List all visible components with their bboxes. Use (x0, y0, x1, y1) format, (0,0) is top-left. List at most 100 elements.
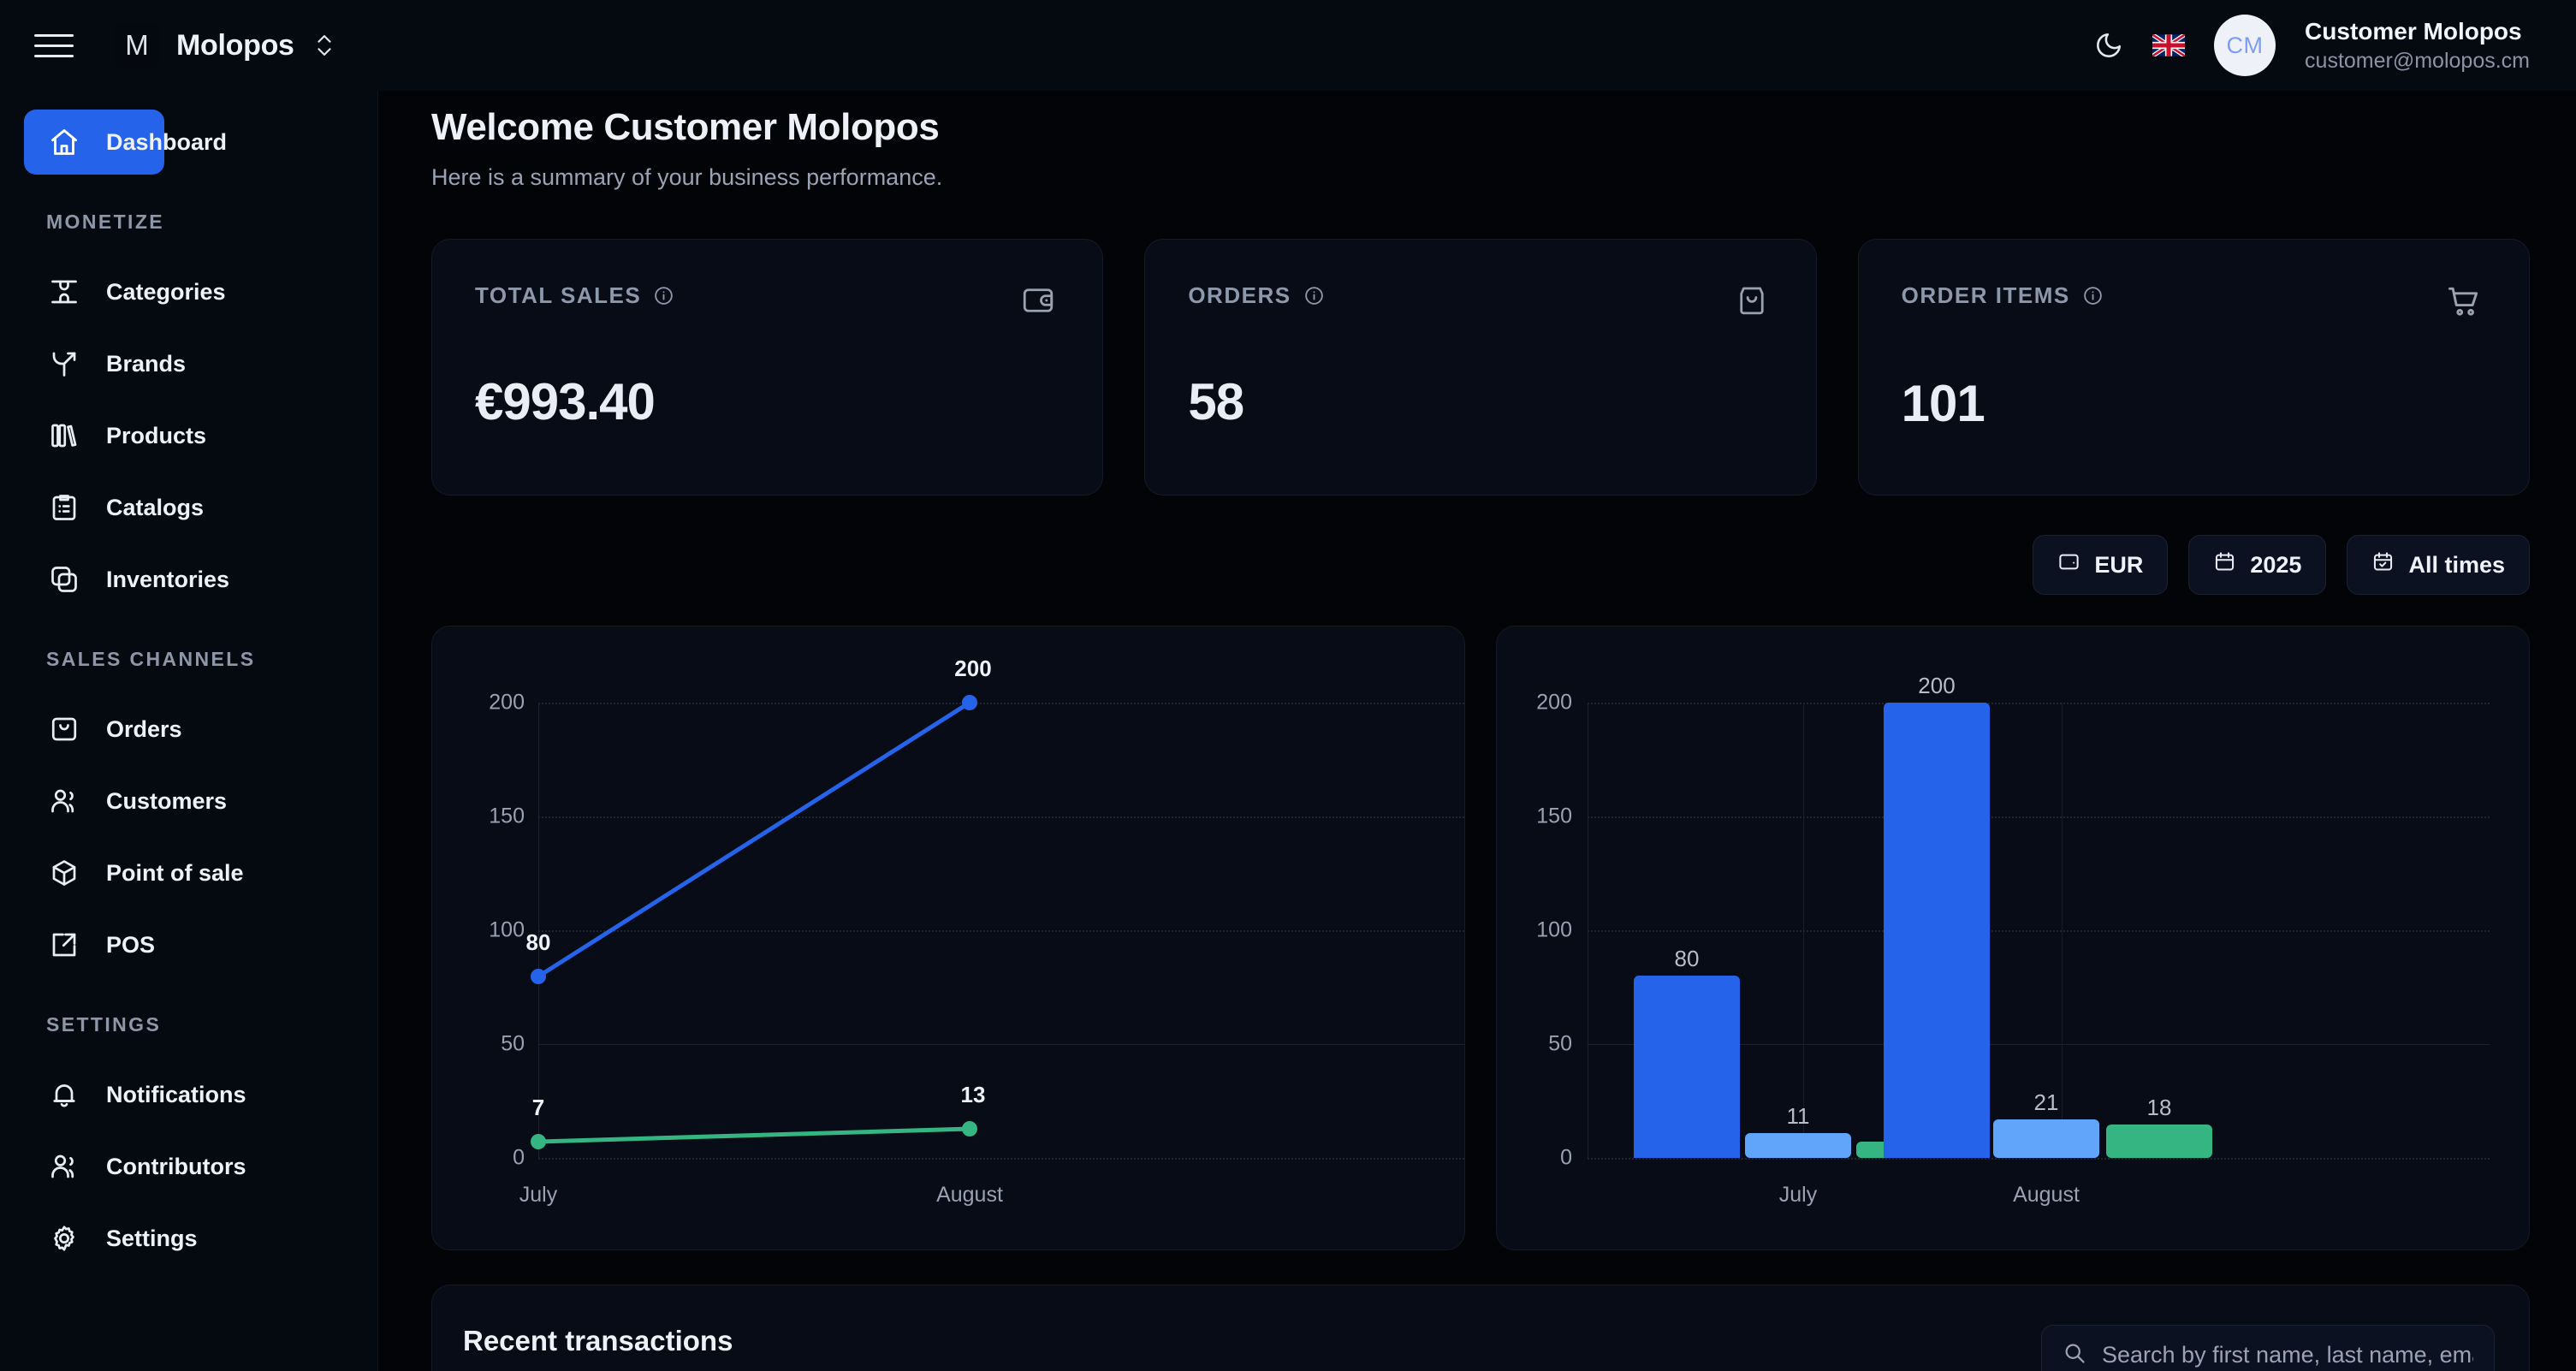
info-icon[interactable] (2082, 285, 2104, 306)
sidebar-item-dashboard[interactable]: Dashboard (24, 110, 227, 175)
currency-filter-button[interactable]: EUR (2033, 535, 2169, 595)
top-bar: M Molopos C (0, 0, 2576, 91)
sidebar-item-brands[interactable]: Brands (24, 331, 294, 396)
gridline (1588, 1044, 2490, 1045)
data-point[interactable] (962, 695, 977, 710)
uk-flag-icon[interactable] (2152, 34, 2186, 56)
stat-label: TOTAL SALES (475, 282, 642, 308)
sidebar-item-label: Customers (106, 787, 228, 814)
git-branch-icon (46, 346, 82, 382)
stat-label-group: TOTAL SALES (475, 282, 674, 309)
bar[interactable] (2106, 1125, 2212, 1158)
sidebar-group-sales-channels: Orders Customers (0, 697, 378, 977)
data-point[interactable] (531, 1134, 546, 1149)
sidebar-item-catalogs[interactable]: Catalogs (24, 475, 294, 540)
line-chart-card[interactable]: 200 150 100 50 0 (431, 626, 1465, 1250)
brand-initial: M (115, 23, 159, 68)
period-filter-label: All times (2408, 551, 2505, 578)
hamburger-icon[interactable] (34, 29, 74, 62)
x-tick: July (1778, 1183, 1818, 1207)
bar-chart-card[interactable]: 200 150 100 50 0 (1496, 626, 2530, 1250)
stat-card-header: ORDER ITEMS (1902, 282, 2483, 324)
period-filter-button[interactable]: All times (2347, 535, 2530, 595)
bell-icon (46, 1077, 82, 1113)
stat-value: €993.40 (475, 373, 656, 430)
shopping-bag-icon (1734, 282, 1770, 323)
sidebar-item-label: Orders (106, 715, 182, 742)
stat-label-group: ORDERS (1188, 282, 1324, 309)
users-icon (46, 783, 82, 819)
stat-cards: TOTAL SALES (431, 239, 2530, 496)
sidebar-item-label: Notifications (106, 1081, 246, 1107)
gear-icon (46, 1220, 82, 1256)
data-label: 7 (531, 1095, 545, 1120)
search-input[interactable] (2102, 1341, 2473, 1368)
data-point[interactable] (962, 1121, 977, 1137)
x-tick: August (2013, 1183, 2080, 1207)
sidebar-section-monetize: MONETIZE (46, 211, 165, 233)
bar-chart-plot: 200 150 100 50 0 (1497, 626, 2529, 1249)
y-tick: 100 (1536, 917, 1572, 942)
gridline (1588, 930, 2490, 932)
sidebar-item-label: POS (106, 931, 156, 958)
y-tick: 200 (1536, 690, 1572, 715)
stat-card-header: ORDERS (1188, 282, 1769, 323)
bar[interactable] (1634, 976, 1740, 1158)
gridline (538, 703, 1464, 704)
info-icon[interactable] (653, 285, 674, 306)
search-box[interactable] (2041, 1325, 2495, 1371)
bar[interactable] (1993, 1119, 2099, 1158)
copy-squares-icon (46, 561, 82, 597)
currency-filter-label: EUR (2094, 551, 2144, 578)
hamburger-line (34, 33, 74, 37)
body-row: Dashboard MONETIZE Categories (0, 91, 2576, 1371)
y-tick: 200 (489, 690, 525, 715)
gridline (538, 1044, 1464, 1045)
stat-card-orders: ORDERS (1144, 239, 1817, 496)
y-tick: 0 (513, 1145, 525, 1170)
stat-card-header: TOTAL SALES (475, 282, 1056, 323)
gridline-vertical (2062, 703, 2063, 1158)
main-content: Welcome Customer Molopos Here is a summa… (378, 91, 2576, 1371)
sidebar-item-products[interactable]: Products (24, 403, 294, 468)
sidebar-item-pos[interactable]: POS (24, 912, 294, 977)
bar[interactable] (1745, 1133, 1851, 1158)
sidebar-item-categories[interactable]: Categories (24, 259, 294, 324)
gridline (1588, 703, 2490, 704)
sidebar-item-contributors[interactable]: Contributors (24, 1134, 294, 1199)
sidebar-item-inventories[interactable]: Inventories (24, 547, 294, 612)
sidebar-section-settings: SETTINGS (46, 1013, 162, 1036)
sidebar-item-customers[interactable]: Customers (24, 769, 294, 834)
stat-value: 58 (1188, 373, 1244, 430)
topbar-actions: CM Customer Molopos customer@molopos.cm (2094, 15, 2530, 76)
brand-name: Molopos (176, 28, 294, 62)
sidebar-item-label: Inventories (106, 566, 230, 592)
bar-label: 80 (1674, 946, 1700, 971)
categories-icon (46, 274, 82, 310)
chevron-up-down-icon[interactable] (313, 31, 335, 60)
moon-icon[interactable] (2094, 31, 2123, 60)
shopping-bag-icon (46, 711, 82, 747)
sidebar-item-label: Categories (106, 278, 226, 305)
data-label: 13 (960, 1082, 986, 1107)
sidebar-item-label: Settings (106, 1225, 198, 1251)
user-info[interactable]: Customer Molopos customer@molopos.cm (2305, 18, 2530, 74)
bar[interactable] (1884, 703, 1990, 1158)
page-subtitle: Here is a summary of your business perfo… (431, 164, 943, 190)
sidebar-item-point-of-sale[interactable]: Point of sale (24, 840, 294, 905)
sidebar-section-sales-channels: SALES CHANNELS (46, 648, 256, 670)
y-tick: 50 (1548, 1031, 1572, 1056)
sidebar-item-orders[interactable]: Orders (24, 697, 294, 762)
data-label: 200 (954, 656, 992, 681)
user-email: customer@molopos.cm (2305, 48, 2530, 73)
data-point[interactable] (531, 969, 546, 984)
sidebar-item-settings[interactable]: Settings (24, 1206, 294, 1271)
info-icon[interactable] (1303, 285, 1325, 306)
avatar[interactable]: CM (2214, 15, 2276, 76)
external-link-icon (46, 927, 82, 963)
sidebar-item-label: Brands (106, 350, 187, 377)
hamburger-line (34, 54, 74, 57)
brand-logo[interactable]: M Molopos (115, 23, 294, 68)
year-filter-button[interactable]: 2025 (2188, 535, 2327, 595)
sidebar-item-notifications[interactable]: Notifications (24, 1062, 294, 1127)
